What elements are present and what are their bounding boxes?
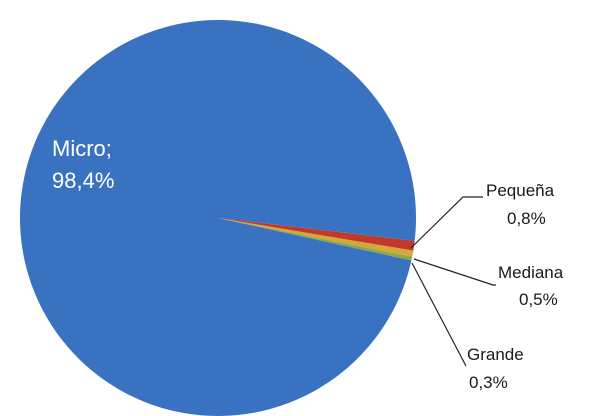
- slice-label-micro-value: 98,4%: [52, 168, 114, 193]
- slice-label-mediana-name: Mediana: [498, 263, 564, 282]
- slice-label-pequena-name: Pequeña: [486, 181, 555, 200]
- pie-slices: [20, 20, 416, 416]
- slice-label-grande-value: 0,3%: [469, 373, 508, 392]
- slice-label-grande-name: Grande: [467, 345, 524, 364]
- leader-line-pequena: [410, 196, 483, 249]
- pie-slice-micro: [20, 20, 416, 416]
- slice-label-micro-name: Micro;: [52, 136, 112, 161]
- slice-label-mediana-value: 0,5%: [519, 290, 558, 309]
- pie-slice-grande: [218, 218, 413, 261]
- leader-lines: [410, 196, 496, 367]
- leader-line-mediana: [413, 258, 496, 286]
- pie-slice-pequena: [218, 218, 415, 251]
- slice-label-pequena-value: 0,8%: [507, 209, 546, 228]
- leader-line-grande: [411, 262, 467, 367]
- pie-slice-mediana: [218, 218, 414, 257]
